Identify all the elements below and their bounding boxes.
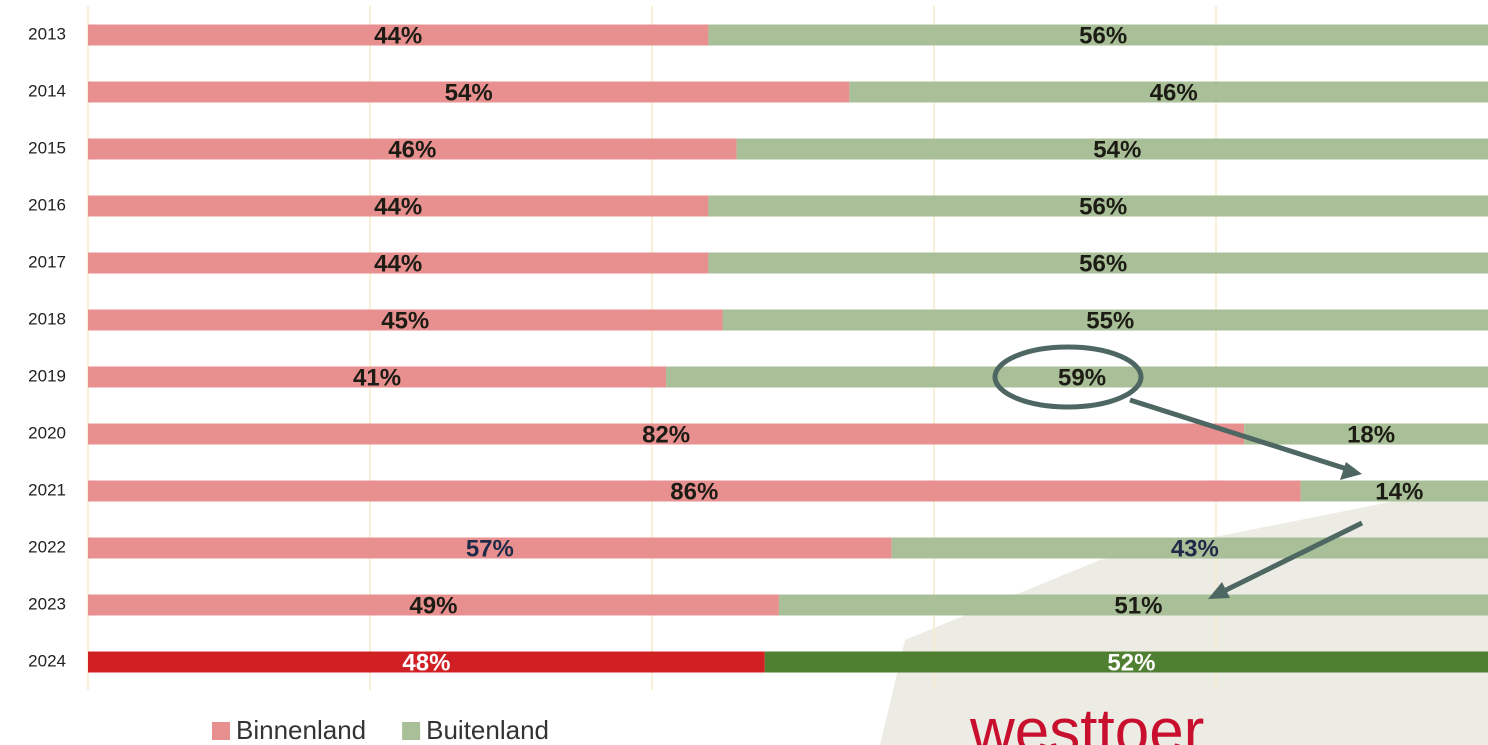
value-label: 45%	[381, 307, 429, 334]
bar-segment	[88, 651, 765, 673]
bar-segment	[708, 252, 1488, 274]
legend: Binnenland Buitenland	[212, 715, 549, 745]
arrow-head	[1340, 462, 1362, 480]
value-label: 46%	[1150, 79, 1198, 106]
value-label: 82%	[642, 421, 690, 448]
bar-segment	[708, 195, 1488, 217]
value-label: 56%	[1079, 193, 1127, 220]
bar-segment	[722, 309, 1488, 331]
value-label: 55%	[1086, 307, 1134, 334]
bar-segment	[778, 594, 1488, 616]
value-label: 51%	[1114, 592, 1162, 619]
bar-segment	[88, 537, 892, 559]
bar-segment	[736, 138, 1488, 160]
value-label: 54%	[445, 79, 493, 106]
bar-segment	[1244, 423, 1488, 445]
value-label: 49%	[409, 592, 457, 619]
legend-swatch	[402, 722, 421, 740]
value-label: 43%	[1171, 535, 1219, 562]
value-label: 44%	[374, 250, 422, 277]
bar-segment	[1300, 480, 1488, 502]
value-label: 44%	[374, 22, 422, 49]
value-label: 54%	[1093, 136, 1141, 163]
bar-segment	[708, 24, 1488, 46]
legend-label: Buitenland	[426, 715, 549, 745]
value-label: 48%	[402, 649, 450, 676]
value-label: 18%	[1347, 421, 1395, 448]
bar-segment	[88, 138, 737, 160]
legend-label: Binnenland	[236, 715, 366, 745]
bar-segment	[88, 423, 1245, 445]
y-tick-label: 2014	[28, 81, 66, 100]
bar-segment	[891, 537, 1488, 559]
y-tick-label: 2023	[28, 594, 66, 613]
value-label: 59%	[1058, 364, 1106, 391]
value-label: 56%	[1079, 22, 1127, 49]
bar-segment	[88, 252, 709, 274]
bar-segment	[88, 480, 1301, 502]
bar-segment	[88, 309, 723, 331]
arrow-head	[1208, 582, 1230, 599]
bar-segment	[88, 366, 667, 388]
bars: 2013 44% 56% 2014 54% 46% 2015 46% 54% 2016 44% 56%…	[28, 22, 1488, 676]
y-tick-label: 2024	[28, 651, 66, 670]
value-label: 52%	[1107, 649, 1155, 676]
bar-segment	[88, 594, 779, 616]
logo: westtoer	[969, 697, 1204, 745]
y-tick-label: 2019	[28, 366, 66, 385]
y-tick-label: 2022	[28, 537, 66, 556]
bar-segment	[88, 24, 709, 46]
value-label: 46%	[388, 136, 436, 163]
value-label: 86%	[670, 478, 718, 505]
y-tick-label: 2015	[28, 138, 66, 157]
value-label: 44%	[374, 193, 422, 220]
y-tick-label: 2020	[28, 423, 66, 442]
bar-segment	[88, 81, 850, 103]
value-label: 41%	[353, 364, 401, 391]
y-tick-label: 2018	[28, 309, 66, 328]
y-tick-label: 2021	[28, 480, 66, 499]
grid	[87, 6, 1217, 690]
arrow	[1129, 397, 1351, 473]
y-tick-label: 2017	[28, 252, 66, 271]
bar-segment	[849, 81, 1488, 103]
highlight-ellipse	[992, 344, 1144, 410]
legend-swatch	[212, 722, 230, 740]
value-label: 56%	[1079, 250, 1127, 277]
value-label: 57%	[466, 535, 514, 562]
y-tick-label: 2016	[28, 195, 66, 214]
bar-segment	[666, 366, 1488, 388]
value-label: 14%	[1375, 478, 1423, 505]
arrow	[1220, 520, 1364, 595]
bar-segment	[88, 195, 709, 217]
bar-segment	[764, 651, 1488, 673]
y-tick-label: 2013	[28, 24, 66, 43]
